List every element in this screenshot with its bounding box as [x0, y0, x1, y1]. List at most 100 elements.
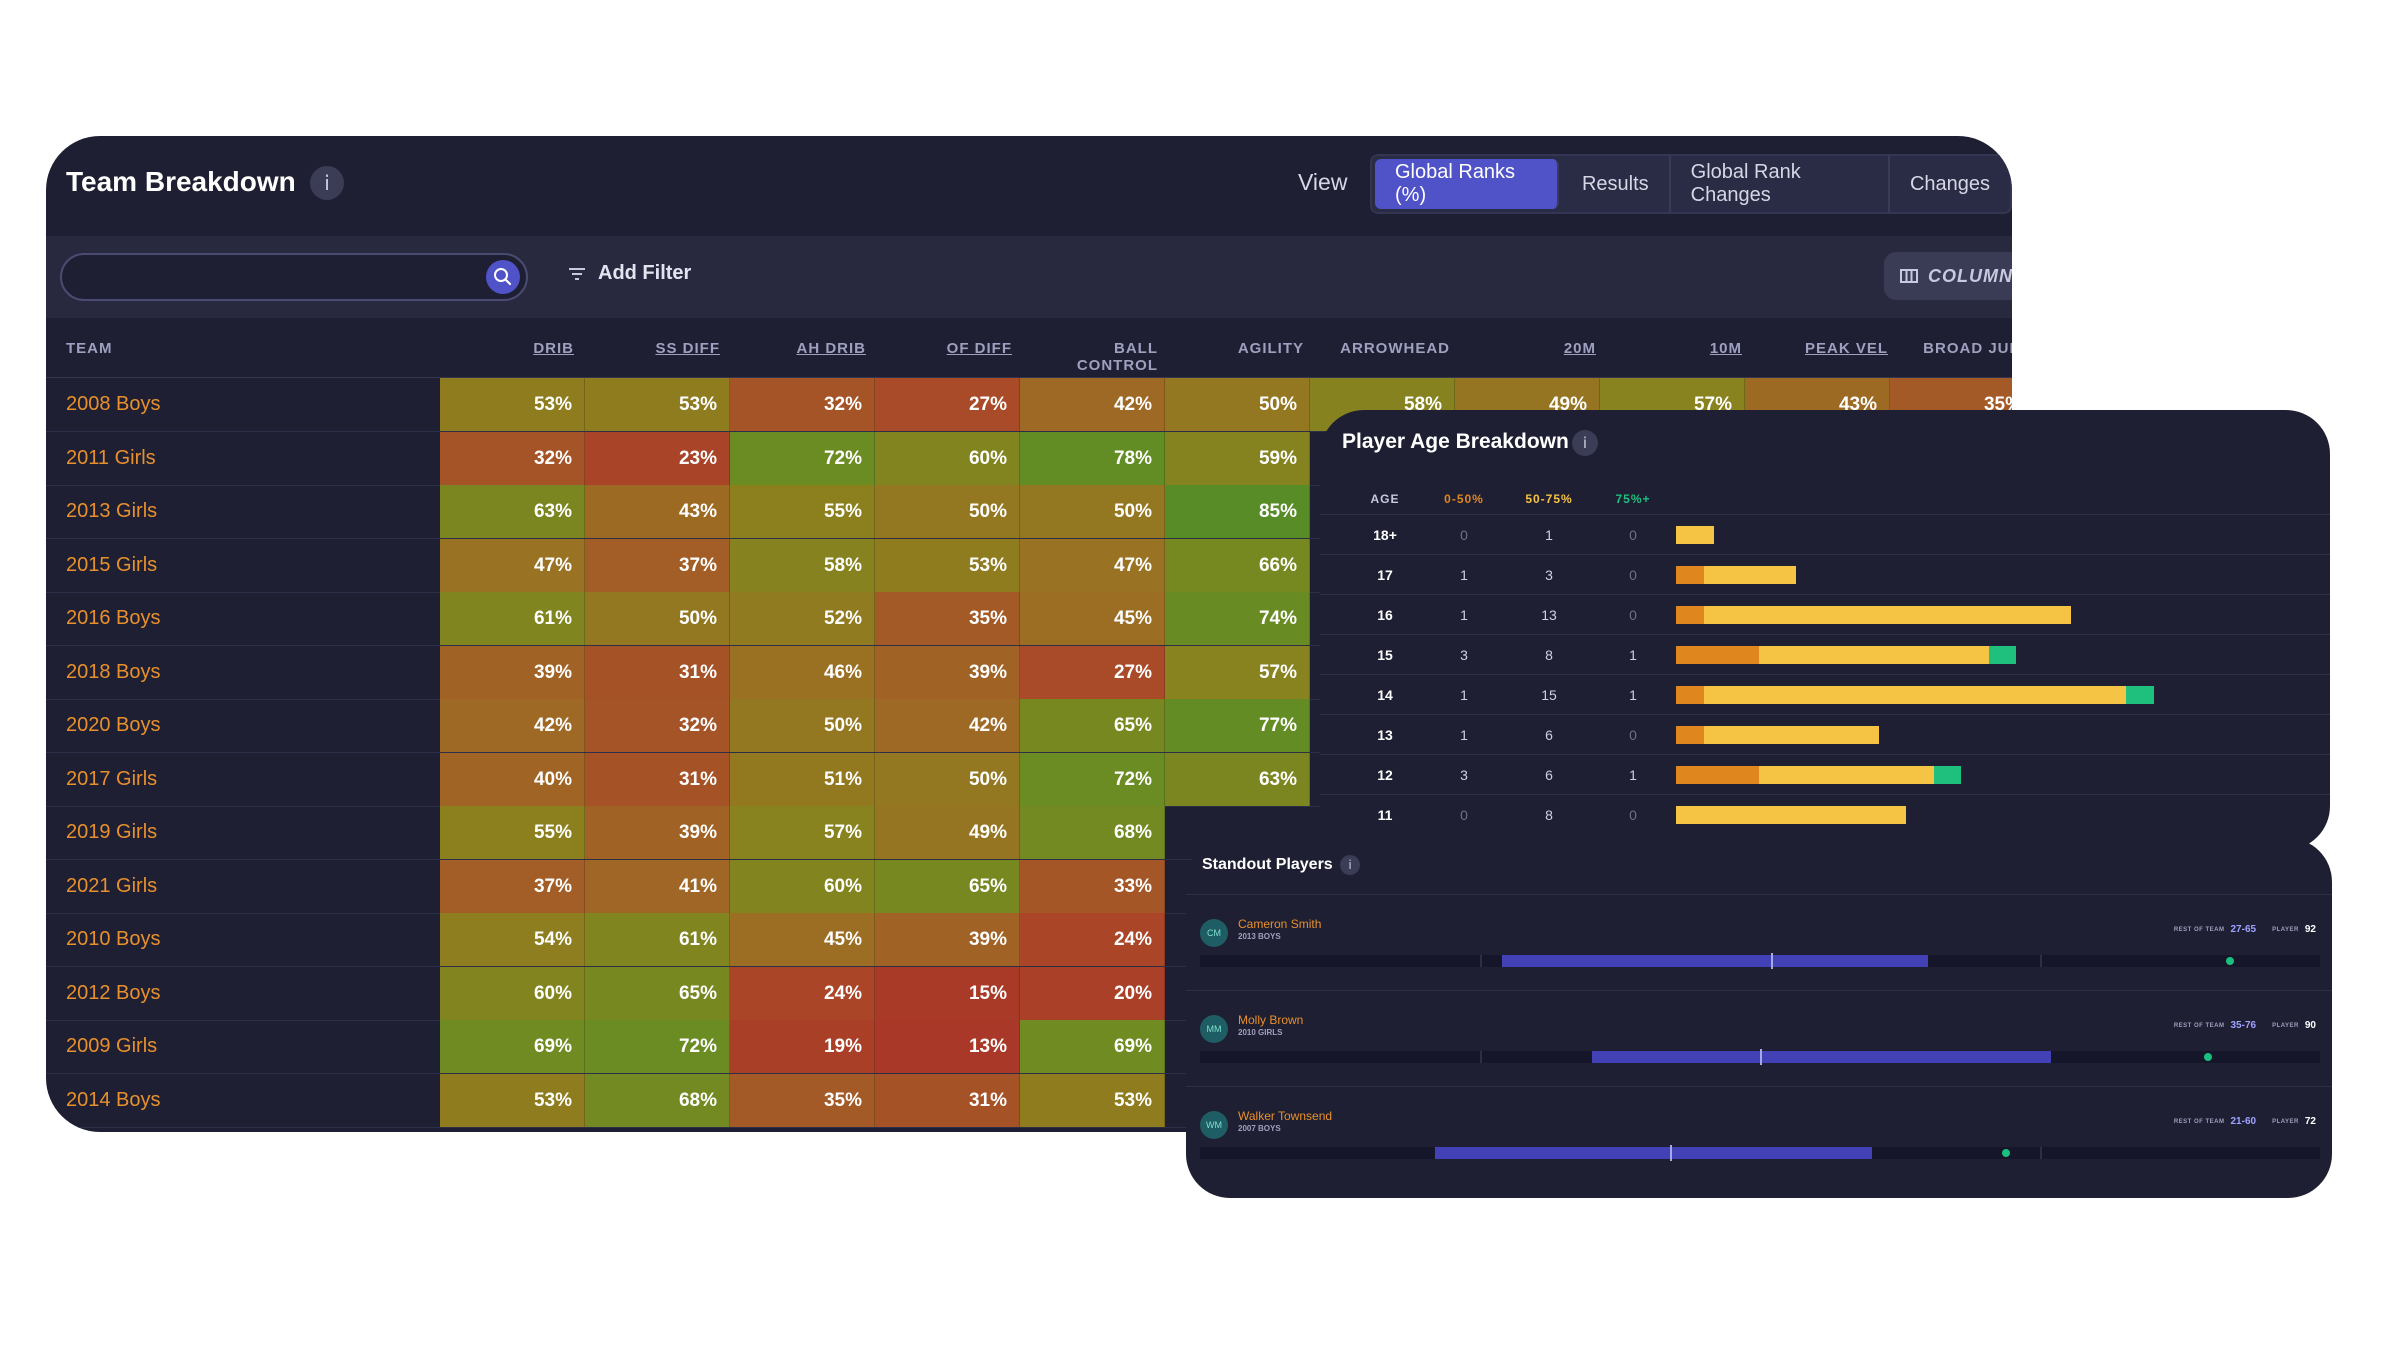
columns-icon [1900, 269, 1918, 283]
column-header-ss-diff[interactable]: SS DIFF [655, 340, 720, 357]
rank-cell: 19% [730, 1020, 875, 1073]
rank-cell: 85% [1165, 485, 1310, 538]
standout-player-row[interactable]: WM Walker Townsend 2007 BOYS REST OF TEAM 21… [1186, 1086, 2332, 1182]
team-name[interactable]: 2008 Boys [66, 393, 161, 415]
column-header-arrowhead[interactable]: ARROWHEAD [1340, 340, 1450, 357]
column-header-of-diff[interactable]: OF DIFF [946, 340, 1012, 357]
count-high: 0 [1629, 727, 1637, 743]
rank-cell: 50% [730, 699, 875, 752]
team-name[interactable]: 2011 Girls [66, 446, 156, 469]
page-title: Team Breakdown [66, 166, 296, 197]
player-name[interactable]: Cameron Smith [1238, 917, 1322, 931]
count-low: 1 [1460, 567, 1468, 583]
column-header-ah-drib[interactable]: AH DRIB [796, 340, 866, 357]
info-icon[interactable]: i [1572, 430, 1598, 456]
column-header-10m[interactable]: 10M [1709, 340, 1742, 357]
rest-of-team-range: 27-65 [2230, 924, 2257, 935]
standout-players-panel: Standout Players i CM Cameron Smith 2013 B… [1186, 838, 2332, 1198]
team-name[interactable]: 2015 Girls [66, 553, 158, 576]
rank-cell: 60% [875, 431, 1020, 485]
rank-cell: 31% [585, 645, 730, 699]
player-name[interactable]: Molly Brown [1238, 1013, 1304, 1027]
tab-global-rank-changes[interactable]: Global Rank Changes [1671, 156, 1890, 212]
team-name[interactable]: 2020 Boys [66, 714, 161, 736]
rank-cell: 42% [1020, 378, 1165, 431]
table-row[interactable]: 2019 Girls 55% 39% 57% 49% 68% [46, 806, 2012, 860]
track-tick [1480, 1051, 1482, 1063]
column-header-broad-jump[interactable]: BROAD JUMP [1923, 340, 2012, 357]
team-name[interactable]: 2019 Girls [66, 821, 158, 843]
tab-changes[interactable]: Changes [1909, 172, 1990, 195]
bar-segment-low [1676, 566, 1704, 584]
rank-cell: 39% [440, 645, 585, 699]
bar-segment-low [1676, 686, 1704, 704]
table-row[interactable]: 2012 Boys 60% 65% 24% 15% 20% [46, 966, 2012, 1021]
team-name[interactable]: 2018 Boys [66, 660, 161, 683]
search-button[interactable] [486, 260, 520, 294]
team-name[interactable]: 2009 Girls [66, 1035, 158, 1057]
rank-cell: 72% [730, 431, 875, 485]
rank-cell: 72% [1020, 752, 1165, 806]
count-high: 0 [1629, 527, 1637, 543]
table-row[interactable]: 2020 Boys 42% 32% 50% 42% 65% 77% [46, 699, 2012, 753]
rank-cell: 27% [1020, 645, 1165, 699]
column-header-agility[interactable]: AGILITY [1237, 340, 1304, 357]
team-name[interactable]: 2012 Boys [66, 981, 161, 1004]
count-mid: 8 [1545, 647, 1553, 663]
team-name[interactable]: 2013 Girls [66, 500, 158, 522]
rank-cell: 20% [1020, 966, 1165, 1020]
rank-cell: 65% [585, 966, 730, 1020]
table-row[interactable]: 2018 Boys 39% 31% 46% 39% 27% 57% [46, 645, 2012, 700]
tab-global-ranks[interactable]: Global Ranks (%) [1375, 159, 1559, 209]
column-header-peak-vel[interactable]: PEAK VEL [1804, 340, 1888, 357]
columns-button[interactable]: COLUMNS [1884, 252, 2012, 300]
column-header-20m[interactable]: 20M [1563, 340, 1596, 357]
team-name[interactable]: 2017 Girls [66, 767, 158, 790]
rank-cell: 53% [585, 378, 730, 431]
rank-cell: 50% [1020, 485, 1165, 538]
column-header-drib[interactable]: DRIB [533, 340, 574, 357]
info-icon[interactable]: i [310, 166, 344, 200]
standout-player-row[interactable]: MM Molly Brown 2010 GIRLS REST OF TEAM 35-76… [1186, 990, 2332, 1086]
standout-player-row[interactable]: CM Cameron Smith 2013 BOYS REST OF TEAM 27-6… [1186, 894, 2332, 990]
team-name[interactable]: 2021 Girls [66, 874, 158, 897]
player-name[interactable]: Walker Townsend [1238, 1109, 1333, 1123]
column-header-ball-control[interactable]: BALL CONTROL [1076, 340, 1158, 374]
age-row: 14 1 15 1 [1320, 674, 2330, 714]
age-row: 18+ 0 1 0 [1320, 514, 2330, 554]
table-row[interactable]: 2014 Boys 53% 68% 35% 31% 53% [46, 1073, 2012, 1128]
search-input[interactable] [60, 253, 528, 301]
count-low: 1 [1460, 687, 1468, 703]
tab-results[interactable]: Results [1562, 156, 1671, 212]
table-row[interactable]: 2011 Girls 32% 23% 72% 60% 78% 59% [46, 431, 2012, 486]
team-name[interactable]: 2014 Boys [66, 1088, 161, 1111]
count-high: 1 [1629, 647, 1637, 663]
count-high: 0 [1629, 567, 1637, 583]
rest-of-team-range: 35-76 [2230, 1020, 2257, 1031]
add-filter-button[interactable]: Add Filter [568, 262, 691, 285]
player-team: 2010 GIRLS [1238, 1028, 1283, 1037]
rank-cell: 32% [585, 699, 730, 752]
table-row[interactable]: 2010 Boys 54% 61% 45% 39% 24% [46, 913, 2012, 967]
table-row[interactable]: 2013 Girls 63% 43% 55% 50% 50% 85% [46, 485, 2012, 539]
low-header: 0-50% [1444, 492, 1484, 506]
team-name[interactable]: 2010 Boys [66, 928, 161, 950]
rank-cell: 51% [730, 752, 875, 806]
bar-segment-low [1676, 766, 1759, 784]
table-row[interactable]: 2021 Girls 37% 41% 60% 65% 33% [46, 859, 2012, 914]
table-row[interactable]: 2008 Boys 53% 53% 32% 27% 42% 50% 58% 49% 57% 43% 3… [46, 378, 2012, 432]
team-name[interactable]: 2016 Boys [66, 607, 161, 629]
score-track [1200, 1145, 2320, 1161]
rest-of-team-label: REST OF TEAM [2173, 1118, 2225, 1125]
info-icon[interactable]: i [1340, 855, 1360, 875]
table-row[interactable]: 2017 Girls 40% 31% 51% 50% 72% 63% [46, 752, 2012, 807]
table-row[interactable]: 2016 Boys 61% 50% 52% 35% 45% 74% [46, 592, 2012, 646]
rank-cell: 37% [585, 538, 730, 592]
rank-cell: 53% [1020, 1073, 1165, 1127]
player-score: 90 [2304, 1020, 2316, 1031]
rank-cell: 45% [1020, 592, 1165, 645]
view-tabs: Global Ranks (%) Results Global Rank Cha… [1370, 154, 2012, 214]
age-label: 17 [1377, 567, 1393, 583]
bar-segment-mid [1758, 646, 1989, 664]
table-row[interactable]: 2009 Girls 69% 72% 19% 13% 69% [46, 1020, 2012, 1074]
